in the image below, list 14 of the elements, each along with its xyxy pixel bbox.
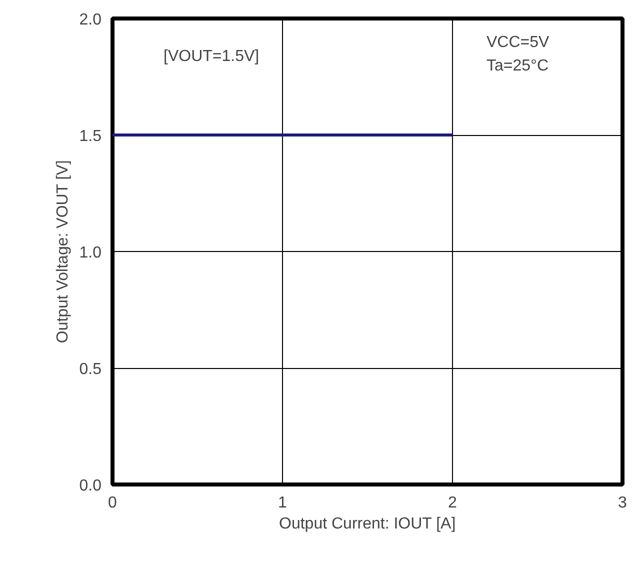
x-tick-label: 3 — [618, 494, 628, 512]
y-tick-label: 2.0 — [79, 12, 102, 28]
y-tick-label: 1.0 — [79, 244, 102, 262]
y-tick-label: 1.5 — [79, 128, 102, 145]
annotation: [VOUT=1.5V] — [164, 48, 260, 66]
y-axis-title: Output Voltage: VOUT [V] — [54, 160, 72, 344]
x-tick-label: 0 — [108, 494, 118, 512]
x-axis-title: Output Current: IOUT [A] — [279, 516, 456, 532]
y-tick-label: 0.5 — [79, 361, 102, 378]
x-tick-label: 2 — [448, 494, 458, 512]
y-tick-label: 0.0 — [79, 478, 102, 494]
annotation: VCC=5V — [486, 34, 550, 52]
annotation: Ta=25°C — [486, 57, 548, 74]
x-tick-label: 1 — [278, 494, 288, 512]
